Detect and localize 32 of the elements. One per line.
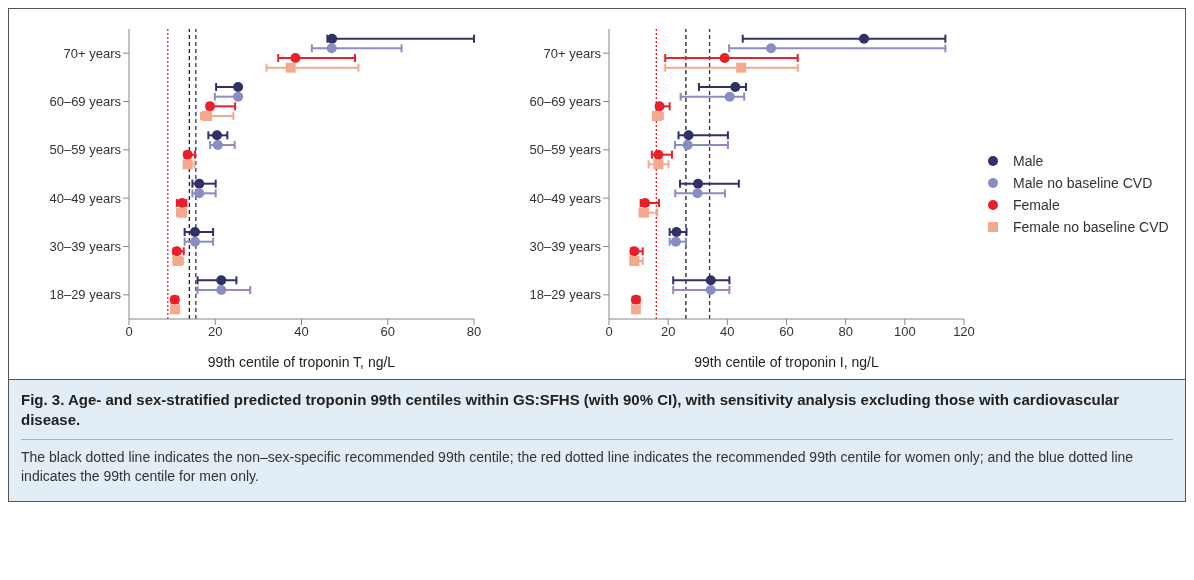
x-tick-label: 60 [380,324,395,340]
y-tick-label: 70+ years [543,45,602,61]
text: The black dotted line indicates the non–sex-specific recommended 99th centile; the red dotted line indicates the recommended 99th centile for women only; and the blue dotted line indicates the 99th centile for men only. [21,447,1135,487]
y-tick-label: 60–69 years [49,94,122,110]
x-tick-label: 0 [125,324,133,340]
y-tick-label: 50–59 years [49,142,122,158]
x-tick-label: 20 [660,324,676,340]
x-tick-label: 40 [294,324,309,340]
text: Fig. 3. Age- and sex-stratified predicted troponin 99th centiles within GS:SFHS (with 90% CI), with sensitivity analysis excluding those with cardiovascular disease. [21,390,1120,431]
legend-label: Female [1013,197,1060,213]
x-axis-title: 99th centile of troponin I, ng/L [694,354,879,370]
y-tick-label: 40–49 years [529,190,602,206]
legend-label: Male [1013,153,1044,169]
x-tick-label: 80 [838,324,853,340]
y-tick-label: 30–39 years [49,239,122,255]
x-tick-label: 60 [779,324,794,340]
x-tick-label: 40 [720,324,735,340]
x-tick-label: 0 [605,324,613,340]
y-tick-label: 60–69 years [529,94,602,110]
x-axis-title: 99th centile of troponin T, ng/L [207,354,396,370]
x-tick-label: 20 [208,324,223,340]
y-tick-label: 70+ years [63,45,122,61]
y-tick-label: 18–29 years [49,287,122,303]
y-tick-label: 50–59 years [529,142,602,158]
y-tick-label: 18–29 years [529,287,602,303]
x-tick-label: 80 [466,324,482,340]
x-tick-label: 100 [893,324,916,340]
legend-label: Male no baseline CVD [1013,175,1153,191]
y-tick-label: 40–49 years [49,190,122,206]
legend-label: Female no baseline CVD [1013,219,1169,235]
y-tick-label: 30–39 years [529,239,602,255]
x-tick-label: 120 [953,324,975,340]
